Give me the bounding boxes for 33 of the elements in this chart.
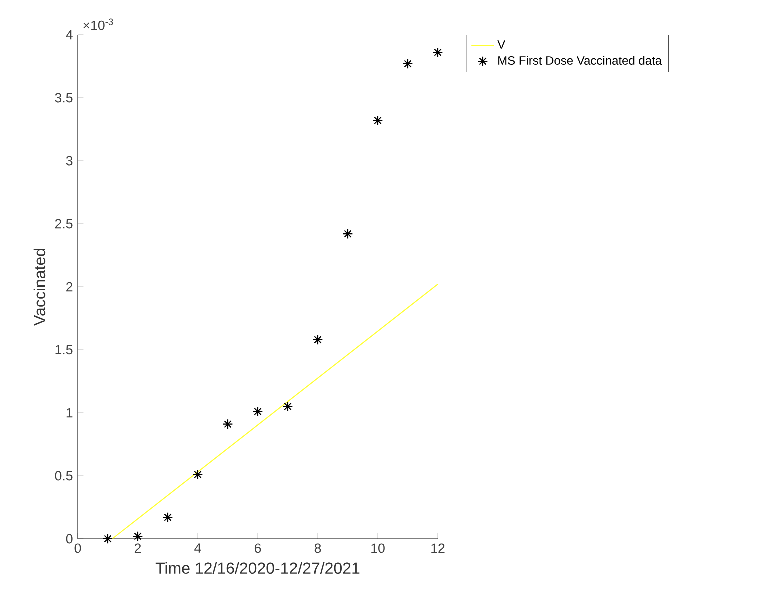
point [342,228,354,240]
legend-label: V [498,40,506,49]
y-tick-label: 2 [66,282,73,292]
point [252,406,264,417]
point [132,531,144,542]
x-tick-label: 10 [372,544,385,554]
legend-label: MS First Dose Vaccinated data [498,56,662,66]
x-tick-label: 0 [74,544,82,554]
x-tick-label: 12 [432,544,445,554]
point [162,512,174,523]
x-tick-label: 6 [254,544,262,554]
x-tick-label: 4 [194,544,202,553]
y-tick-label: 1 [66,408,73,418]
y-tick-label: 1.5 [56,345,73,355]
point [222,419,234,430]
y-tick-label: 4 [66,30,73,40]
point [312,334,324,346]
x-tick-label: 2 [134,544,142,554]
point [402,58,414,70]
y-tick-label: 0 [66,534,73,544]
x-tick-label: 8 [314,544,322,554]
y-tick-label: 3 [66,156,73,166]
point [372,115,384,126]
point [432,47,444,58]
point [102,534,114,544]
y-tick-label: 2.5 [55,219,73,229]
x-axis-title: Time 12/16/2020-12/27/2021 [156,562,360,574]
y-tick-label: 0.5 [55,471,73,481]
text: ×10$^{-3}$ [84,18,114,30]
point [192,470,204,480]
point [282,401,294,412]
y-tick-label: 3.5 [55,93,73,103]
y-axis-title: Vaccinated [34,249,46,326]
